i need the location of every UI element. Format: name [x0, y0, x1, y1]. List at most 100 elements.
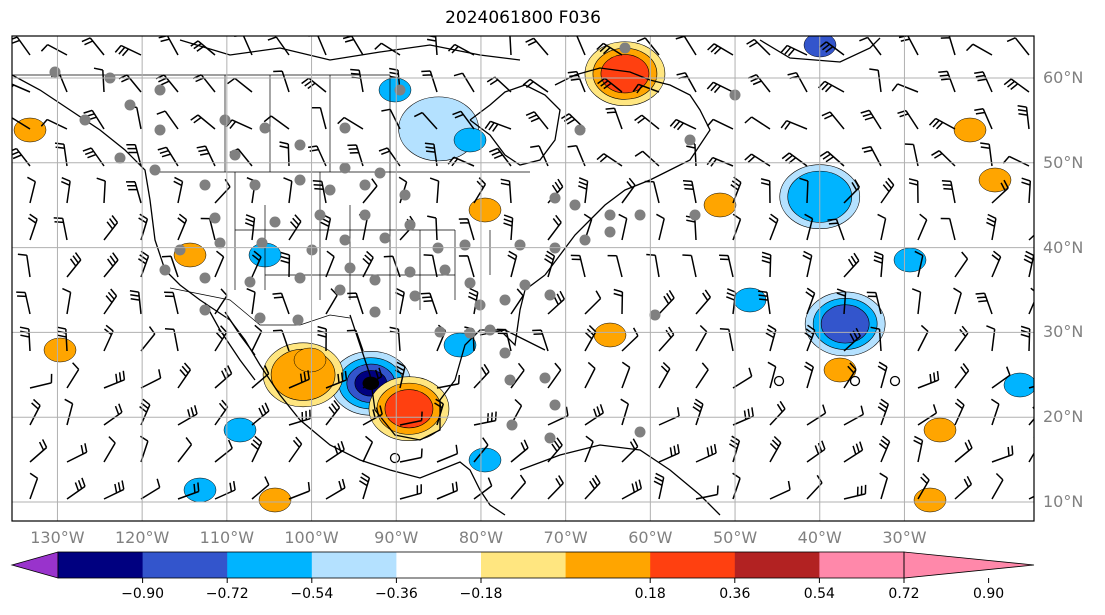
wind-barb — [706, 81, 734, 94]
wind-barb — [547, 290, 565, 315]
wind-barb — [658, 407, 680, 426]
wind-barb — [1028, 234, 1034, 241]
wind-barb — [990, 398, 1000, 426]
station-dot — [154, 124, 166, 136]
coastline-gulf — [349, 274, 546, 441]
wind-barb — [394, 361, 406, 389]
wind-barb — [140, 326, 156, 352]
wind-barb — [177, 405, 198, 426]
latitude-label: 30°N — [1043, 322, 1084, 342]
wind-barb — [214, 365, 233, 389]
wind-barb — [173, 176, 184, 204]
coastline-baja — [204, 302, 256, 381]
wind-barb — [658, 326, 675, 352]
longitude-label: 80°W — [458, 528, 504, 547]
wind-barb — [158, 36, 179, 56]
wind-barb — [103, 436, 116, 463]
wind-barb — [567, 36, 586, 56]
wind-barb — [503, 214, 514, 241]
station-dot — [379, 232, 391, 244]
wind-barb — [656, 213, 665, 241]
longitude-label: 40°W — [797, 528, 842, 547]
wind-barb — [682, 179, 697, 204]
station-dot — [199, 179, 211, 191]
station-dot — [499, 347, 511, 359]
wind-barb — [769, 435, 782, 463]
wind-barb — [940, 217, 956, 241]
colorbar-segment — [396, 552, 482, 578]
station-dot — [549, 399, 561, 411]
station-dot — [404, 219, 416, 231]
wind-barb — [452, 110, 475, 130]
wind-barb — [991, 472, 1004, 500]
station-dot — [124, 99, 136, 111]
wind-barb — [66, 362, 80, 389]
station-dot — [344, 262, 356, 274]
wind-barb — [288, 409, 311, 426]
wind-barb — [486, 76, 512, 93]
wind-barb — [83, 109, 105, 130]
wind-barb — [214, 178, 231, 204]
wind-barb — [196, 145, 216, 167]
border-us-mexico — [169, 287, 351, 326]
wind-barb — [1006, 37, 1030, 56]
station-dot — [634, 209, 646, 221]
wind-barb — [806, 404, 827, 426]
colorbar-segment — [481, 552, 567, 578]
wind-barb — [140, 478, 161, 500]
wind-barb — [769, 400, 786, 426]
wind-barb — [81, 37, 105, 56]
wind-barb — [584, 474, 601, 500]
wind-barb — [732, 472, 741, 500]
colorbar-segment — [819, 552, 905, 578]
station-dot — [649, 309, 661, 321]
wind-barb — [64, 398, 74, 426]
wind-barb — [991, 366, 1011, 389]
colorbar-tick-label: 0.90 — [973, 586, 1005, 602]
wind-barb — [522, 78, 549, 93]
wind-barb — [347, 144, 364, 167]
station-dot — [539, 372, 551, 384]
latitude-label: 10°N — [1043, 492, 1084, 511]
station-dot — [214, 237, 226, 249]
colorbar-tick-label: −0.54 — [290, 586, 334, 602]
colorbar-tick-label: 0.72 — [888, 586, 920, 602]
wind-barb — [644, 180, 660, 204]
station-dot — [504, 374, 516, 386]
wind-barb — [214, 439, 233, 463]
wind-barb — [931, 150, 956, 167]
wind-barb — [177, 482, 200, 500]
wind-barb — [362, 435, 374, 463]
wind-barb — [675, 36, 697, 56]
wind-barb — [911, 288, 922, 315]
wind-barb — [607, 254, 623, 278]
wind-barb — [877, 213, 887, 241]
wind-barb — [399, 484, 422, 500]
wind-barb — [19, 326, 31, 352]
wind-barb — [620, 398, 630, 426]
station-dot — [79, 114, 91, 126]
wind-barb — [765, 324, 777, 352]
map-title: 2024061800 F036 — [445, 8, 601, 28]
map-frame — [11, 35, 1035, 522]
wind-barb — [311, 106, 327, 130]
wind-barb — [621, 479, 643, 500]
wind-barb — [288, 214, 302, 241]
wind-barb — [744, 153, 771, 167]
station-dot — [689, 209, 701, 221]
wind-barb — [177, 362, 192, 389]
wind-barb — [164, 327, 179, 352]
wind-barb — [190, 40, 216, 56]
wind-barb — [190, 114, 216, 130]
wind-barb — [214, 399, 229, 426]
wind-barb — [805, 287, 816, 315]
station-dot — [269, 216, 281, 228]
field-patch — [293, 347, 327, 373]
wind-barb — [436, 444, 459, 463]
wind-barb — [941, 179, 956, 204]
wind-barb — [525, 111, 549, 130]
wind-barb — [29, 398, 41, 426]
calm-wind-circle — [849, 375, 861, 387]
atlantic-negative-30n-fill — [820, 304, 870, 344]
wind-barb — [27, 213, 38, 241]
